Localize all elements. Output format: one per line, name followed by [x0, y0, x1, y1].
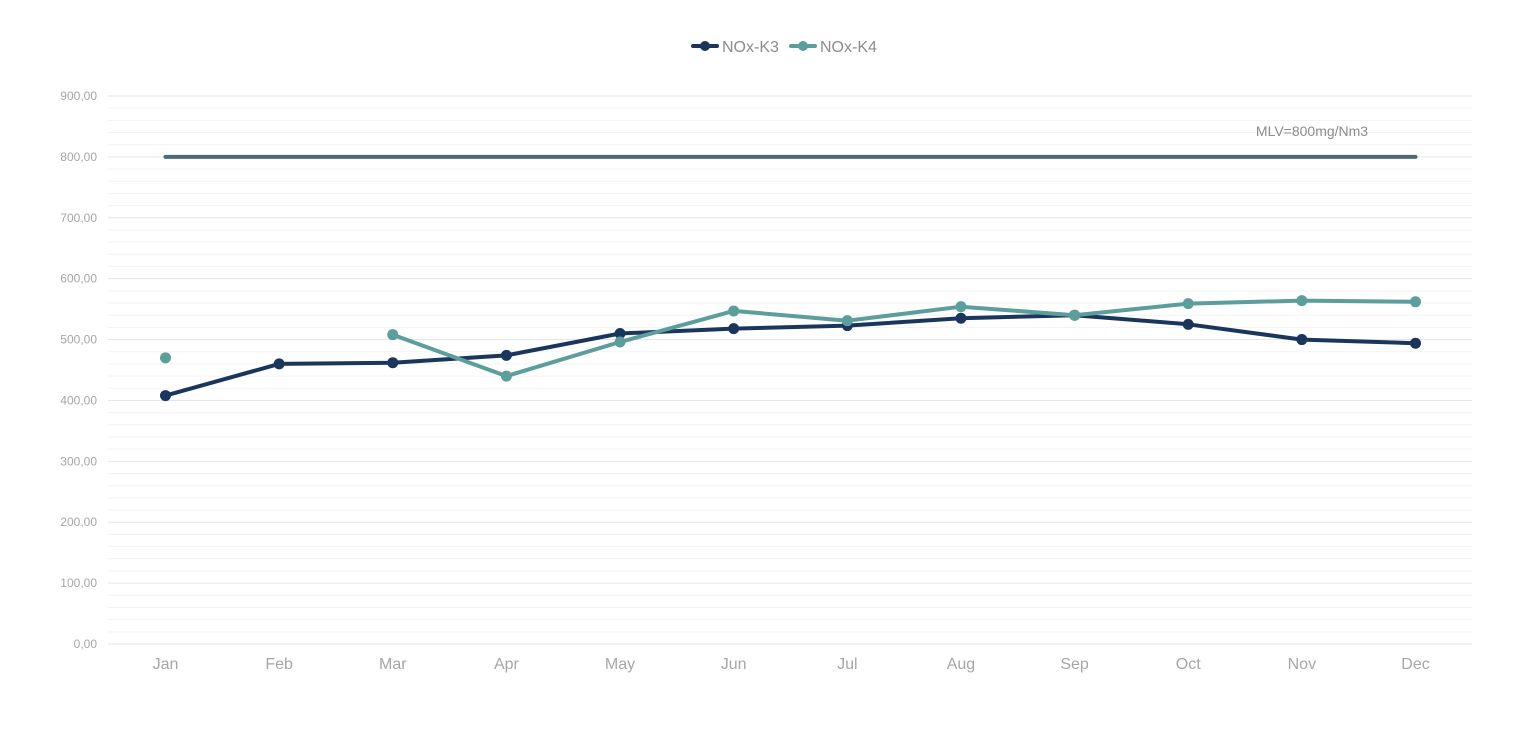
series-nox-k3	[160, 309, 1421, 402]
data-point	[500, 349, 512, 361]
data-point	[614, 327, 626, 339]
data-point	[387, 357, 399, 369]
data-point	[273, 358, 285, 370]
x-axis: Jan Feb Mar Apr May Jun Jul Aug Sep Oct Nov Dec	[153, 656, 1430, 673]
data-point	[955, 312, 967, 324]
series-group	[160, 295, 1421, 402]
y-axis: 0,00 100,00 200,00 300,00 400,00 500,00 600,00…	[60, 89, 97, 651]
y-tick-label: 800,00	[60, 150, 97, 164]
x-tick-label: Dec	[1401, 656, 1429, 673]
data-point	[1410, 296, 1421, 308]
y-tick-label: 500,00	[60, 333, 97, 347]
y-tick-label: 200,00	[60, 515, 97, 529]
y-tick-label: 0,00	[74, 637, 98, 651]
data-point	[841, 315, 853, 327]
data-point	[160, 352, 171, 364]
data-point	[728, 305, 740, 317]
data-point	[1410, 337, 1421, 349]
x-tick-label: May	[605, 656, 635, 673]
x-tick-label: Jan	[153, 656, 179, 673]
x-tick-label: Oct	[1176, 656, 1201, 673]
x-tick-label: Mar	[379, 656, 407, 673]
x-tick-label: Nov	[1288, 656, 1316, 673]
data-point	[1182, 318, 1194, 330]
data-point	[1296, 334, 1308, 346]
grid-lines	[108, 95, 1472, 645]
x-tick-label: Jun	[721, 656, 747, 673]
data-point	[1296, 295, 1308, 307]
legend-label: NOx-K3	[722, 39, 779, 56]
legend-item: NOx-K4	[789, 39, 877, 56]
reference-line-label: MLV=800mg/Nm3	[1256, 123, 1368, 139]
data-point	[387, 329, 399, 341]
y-tick-label: 400,00	[60, 393, 97, 407]
data-point	[614, 336, 626, 348]
x-tick-label: Aug	[947, 656, 975, 673]
y-tick-label: 300,00	[60, 454, 97, 468]
data-point	[1069, 309, 1081, 321]
series-line	[163, 313, 1418, 398]
y-tick-label: 900,00	[60, 89, 97, 103]
legend: NOx-K3 NOx-K4	[691, 39, 877, 56]
y-tick-label: 600,00	[60, 272, 97, 286]
x-tick-label: Sep	[1060, 656, 1089, 673]
data-point	[728, 323, 740, 335]
data-point	[160, 390, 171, 402]
legend-item: NOx-K3	[691, 39, 779, 56]
y-tick-label: 700,00	[60, 211, 97, 225]
x-tick-label: Apr	[494, 656, 520, 673]
series-nox-k4	[160, 295, 1421, 382]
series-line	[390, 298, 1418, 379]
data-point	[1182, 298, 1194, 310]
x-tick-label: Feb	[265, 656, 293, 673]
x-tick-label: Jul	[837, 656, 857, 673]
legend-label: NOx-K4	[820, 39, 877, 56]
reference-line-group: MLV=800mg/Nm3	[163, 123, 1418, 159]
y-tick-label: 100,00	[60, 576, 97, 590]
legend-swatch-marker	[700, 41, 710, 51]
data-point	[955, 301, 967, 313]
data-point	[500, 370, 512, 382]
legend-swatch-marker	[798, 41, 808, 51]
